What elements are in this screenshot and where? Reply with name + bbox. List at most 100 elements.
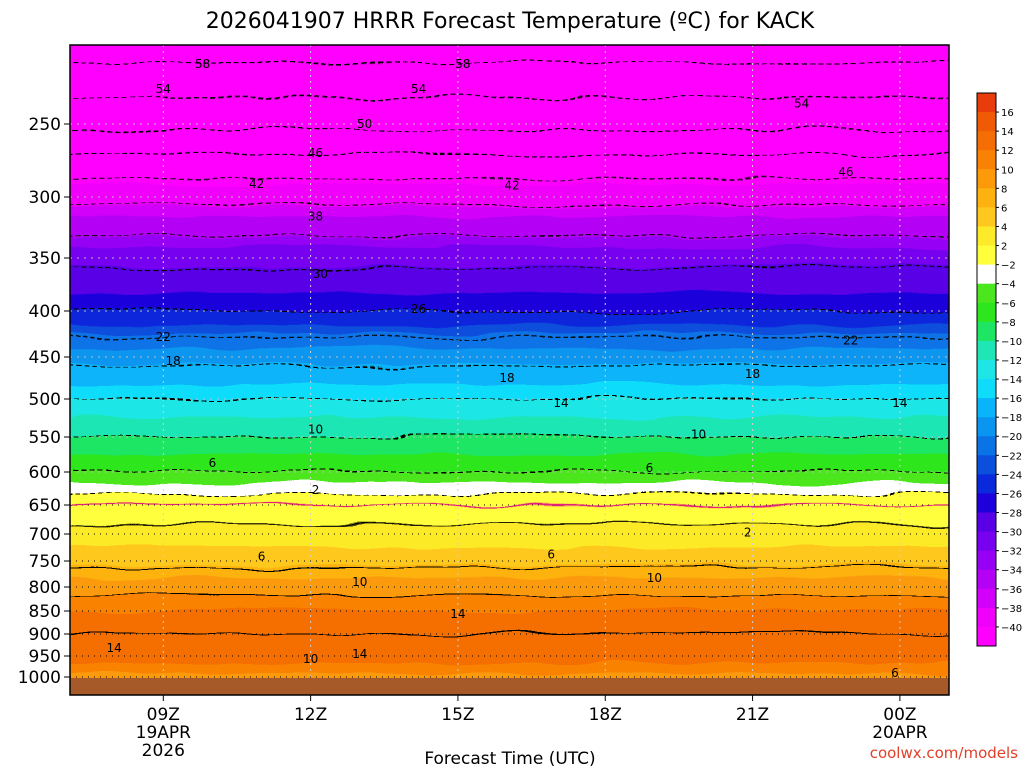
contour-label: 46 bbox=[308, 146, 323, 160]
contour-label: 22 bbox=[843, 333, 858, 347]
temperature-band bbox=[70, 227, 949, 239]
contour-label: 14 bbox=[107, 641, 122, 655]
colorbar-swatch bbox=[977, 112, 996, 132]
temperature-band bbox=[70, 370, 949, 379]
contour-label: 14 bbox=[352, 647, 367, 661]
temperature-band bbox=[70, 499, 949, 506]
temperature-band bbox=[70, 618, 949, 623]
temperature-band bbox=[70, 97, 949, 112]
colorbar-swatch bbox=[977, 417, 996, 437]
temperature-band bbox=[70, 504, 949, 511]
contour-label: 42 bbox=[249, 177, 264, 191]
temperature-band bbox=[70, 257, 949, 268]
colorbar-label: −6 bbox=[1001, 299, 1016, 310]
colorbar-swatch bbox=[977, 93, 996, 113]
temperature-band bbox=[70, 659, 949, 664]
temperature-band bbox=[70, 542, 949, 548]
temperature-band bbox=[70, 45, 949, 59]
colorbar-label: 16 bbox=[1001, 108, 1014, 119]
colorbar-swatch bbox=[977, 436, 996, 456]
colorbar-swatch bbox=[977, 359, 996, 380]
temperature-band bbox=[70, 655, 949, 660]
temperature-band bbox=[70, 184, 949, 198]
temperature-band bbox=[70, 363, 949, 372]
temperature-band bbox=[70, 573, 949, 579]
chart-title: 2026041907 HRRR Forecast Temperature (ºC… bbox=[206, 9, 815, 34]
contour-label: 54 bbox=[156, 82, 171, 96]
y-tick-label: 750 bbox=[29, 552, 61, 572]
temperature-band bbox=[70, 454, 949, 461]
temperature-band bbox=[70, 538, 949, 544]
y-tick-label: 1000 bbox=[18, 668, 61, 688]
colorbar-label: 12 bbox=[1001, 146, 1014, 157]
colorbar-swatch bbox=[977, 455, 996, 475]
colorbar-swatch bbox=[977, 321, 996, 342]
colorbar-label: 6 bbox=[1001, 203, 1007, 214]
temperature-band bbox=[70, 471, 949, 478]
temperature-band bbox=[70, 292, 949, 303]
y-tick-label: 500 bbox=[29, 390, 61, 410]
y-tick-label: 950 bbox=[29, 647, 61, 667]
temperature-band bbox=[70, 614, 949, 620]
contour-label: 6 bbox=[258, 550, 266, 564]
temperature-band bbox=[70, 442, 949, 450]
colorbar-swatch bbox=[977, 379, 996, 399]
colorbar-label: 4 bbox=[1001, 222, 1007, 233]
credit-text: coolwx.com/models bbox=[870, 744, 1018, 762]
colorbar-swatch bbox=[977, 607, 996, 628]
temperature-band bbox=[70, 569, 949, 575]
temperature-band bbox=[70, 509, 949, 516]
temperature-band bbox=[70, 377, 949, 386]
temperature-band bbox=[70, 560, 949, 566]
contour-label: 6 bbox=[547, 548, 555, 562]
y-tick-label: 450 bbox=[29, 348, 61, 368]
temperature-band bbox=[70, 633, 949, 639]
temperature-band bbox=[70, 284, 949, 294]
contour-label: 42 bbox=[504, 178, 519, 192]
y-tick-label: 250 bbox=[29, 115, 61, 135]
temperature-band bbox=[70, 465, 949, 473]
y-axis: 250 300 350 400 450 500 550 600 650 700 750 800 850 9… bbox=[18, 115, 70, 688]
contour-label: 2 bbox=[312, 483, 320, 497]
contour-label: 14 bbox=[450, 607, 465, 621]
colorbar-label: 10 bbox=[1001, 165, 1014, 176]
contour-label: 14 bbox=[553, 396, 568, 410]
contour-label: 18 bbox=[499, 371, 514, 385]
temperature-band bbox=[70, 237, 949, 249]
contour-label: 14 bbox=[892, 396, 907, 410]
x-tick-label: 19APR bbox=[136, 723, 192, 743]
colorbar-label: −28 bbox=[1001, 509, 1022, 520]
temperature-band bbox=[70, 662, 949, 667]
colorbar-label: −14 bbox=[1001, 375, 1022, 386]
colorbar-swatch bbox=[977, 398, 996, 418]
colorbar-swatch bbox=[977, 188, 996, 208]
temperature-band bbox=[70, 493, 949, 500]
colorbar-label: −40 bbox=[1001, 623, 1022, 634]
temperature-band bbox=[70, 640, 949, 646]
colorbar-swatch bbox=[977, 245, 996, 266]
contour-label: 46 bbox=[838, 165, 853, 179]
colorbar-swatch bbox=[977, 512, 996, 532]
contour-label: 58 bbox=[455, 57, 470, 71]
colorbar: 16 14 12 10 8 6 4 2 −2 −4 −6 −8 −10 −12 −14 −16 −18 −20 −2… bbox=[976, 92, 1022, 647]
temperature-band bbox=[70, 482, 949, 489]
temperature-band bbox=[70, 590, 949, 596]
x-tick-label: 09Z bbox=[147, 705, 180, 725]
temperature-band bbox=[70, 523, 949, 530]
temperature-band bbox=[70, 110, 949, 125]
colorbar-swatch bbox=[977, 569, 996, 590]
temperature-band bbox=[70, 488, 949, 495]
colorbar-label: −2 bbox=[1001, 261, 1016, 272]
y-tick-label: 650 bbox=[29, 496, 61, 516]
temperature-band bbox=[70, 673, 949, 678]
contour-label: 6 bbox=[209, 456, 217, 470]
colorbar-swatch bbox=[977, 626, 996, 647]
colorbar-label: −32 bbox=[1001, 547, 1022, 558]
temperature-band bbox=[70, 477, 949, 484]
y-tick-label: 850 bbox=[29, 602, 61, 622]
x-tick-label: 00Z bbox=[883, 705, 916, 725]
temperature-band bbox=[70, 310, 949, 320]
temperature-band bbox=[70, 430, 949, 438]
